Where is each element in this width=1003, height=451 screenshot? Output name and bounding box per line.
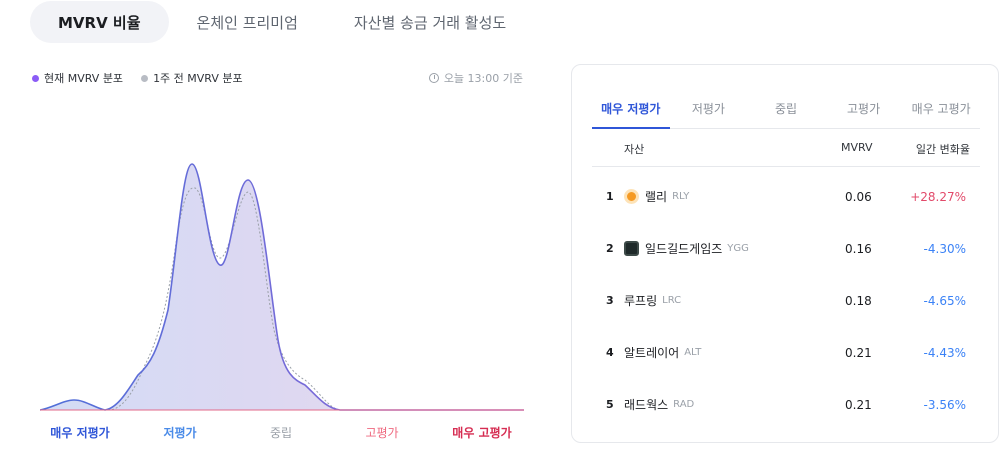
panel-tab-overvalued[interactable]: 고평가 [847, 102, 881, 116]
asset-name: 래드웍스 [624, 398, 669, 412]
row-change: -4.43% [923, 346, 966, 360]
row-rank: 1 [606, 190, 614, 203]
legend-previous-label: 1주 전 MVRV 분포 [153, 72, 243, 85]
ygg-coin-icon [624, 241, 639, 256]
row-asset: 일드길드게임즈 YGG [624, 240, 749, 257]
category-neutral: 중립 [269, 426, 293, 440]
row-change: -4.65% [923, 294, 966, 308]
panel-tabs: 매우 저평가 저평가 중립 고평가 매우 고평가 [592, 89, 980, 129]
category-undervalued: 저평가 [163, 426, 197, 440]
row-change: +28.27% [910, 190, 966, 204]
table-header: 자산 MVRV 일간 변화율 [592, 129, 980, 167]
header-change: 일간 변화율 [915, 143, 970, 156]
table-row[interactable]: 1 랠리 RLY 0.06 +28.27% [592, 172, 980, 224]
asset-name: 알트레이어 [624, 346, 680, 360]
chart-legend: 현재 MVRV 분포 1주 전 MVRV 분포 [32, 70, 261, 86]
asset-symbol: LRC [662, 295, 682, 306]
table-row[interactable]: 5 래드웍스 RAD 0.21 -3.56% [592, 380, 980, 432]
tab-transfer-activity[interactable]: 자산별 송금 거래 활성도 [353, 13, 507, 32]
asset-symbol: ALT [684, 347, 702, 358]
asset-symbol: RAD [673, 399, 695, 410]
category-axis: 매우 저평가 저평가 중립 고평가 매우 고평가 [30, 424, 530, 442]
asset-symbol: YGG [727, 243, 749, 254]
legend-previous-dot [141, 74, 149, 82]
category-overvalued: 고평가 [365, 426, 399, 440]
row-mvrv: 0.21 [845, 346, 872, 360]
legend-current: 현재 MVRV 분포 [32, 70, 123, 86]
tab-onchain-premium[interactable]: 온체인 프리미엄 [196, 13, 298, 32]
header-mvrv: MVRV [841, 141, 873, 154]
table-row[interactable]: 2 일드길드게임즈 YGG 0.16 -4.30% [592, 224, 980, 276]
ranking-panel: 매우 저평가 저평가 중립 고평가 매우 고평가 자산 MVRV 일간 변화율 … [571, 64, 999, 443]
table-row[interactable]: 3 루프링 LRC 0.18 -4.65% [592, 276, 980, 328]
asset-name: 루프링 [624, 294, 658, 308]
row-asset: 래드웍스 RAD [624, 396, 694, 413]
category-very-undervalued: 매우 저평가 [50, 426, 110, 440]
row-mvrv: 0.18 [845, 294, 872, 308]
asset-symbol: RLY [672, 191, 690, 202]
row-rank: 2 [606, 242, 614, 255]
row-rank: 4 [606, 346, 614, 359]
row-change: -3.56% [923, 398, 966, 412]
row-change: -4.30% [923, 242, 966, 256]
asset-name: 일드길드게임즈 [645, 242, 723, 256]
timestamp: 오늘 13:00 기준 [428, 70, 523, 86]
row-mvrv: 0.16 [845, 242, 872, 256]
panel-tab-very-undervalued[interactable]: 매우 저평가 [592, 89, 670, 129]
table-row[interactable]: 4 알트레이어 ALT 0.21 -4.43% [592, 328, 980, 380]
row-mvrv: 0.21 [845, 398, 872, 412]
category-very-overvalued: 매우 고평가 [452, 426, 512, 440]
row-rank: 5 [606, 398, 614, 411]
row-asset: 알트레이어 ALT [624, 344, 701, 361]
asset-name: 랠리 [645, 190, 668, 204]
mvrv-distribution-chart [40, 163, 524, 411]
row-asset: 랠리 RLY [624, 188, 689, 205]
panel-tab-undervalued[interactable]: 저평가 [691, 102, 725, 116]
row-asset: 루프링 LRC [624, 292, 681, 309]
clock-icon [428, 73, 439, 83]
panel-tab-very-overvalued[interactable]: 매우 고평가 [911, 102, 971, 116]
tab-mvrv-ratio[interactable]: MVRV 비율 [30, 1, 169, 43]
panel-tab-neutral[interactable]: 중립 [774, 102, 798, 116]
timestamp-label: 오늘 13:00 기준 [443, 72, 523, 85]
legend-current-dot [32, 74, 39, 82]
row-rank: 3 [606, 294, 614, 307]
row-mvrv: 0.06 [845, 190, 872, 204]
legend-previous: 1주 전 MVRV 분포 [141, 70, 243, 86]
header-asset: 자산 [624, 143, 645, 156]
current-distribution-area [40, 164, 524, 410]
rally-coin-icon [624, 189, 639, 204]
top-tabs: MVRV 비율 온체인 프리미엄 자산별 송금 거래 활성도 [30, 1, 534, 43]
legend-current-label: 현재 MVRV 분포 [44, 72, 124, 85]
